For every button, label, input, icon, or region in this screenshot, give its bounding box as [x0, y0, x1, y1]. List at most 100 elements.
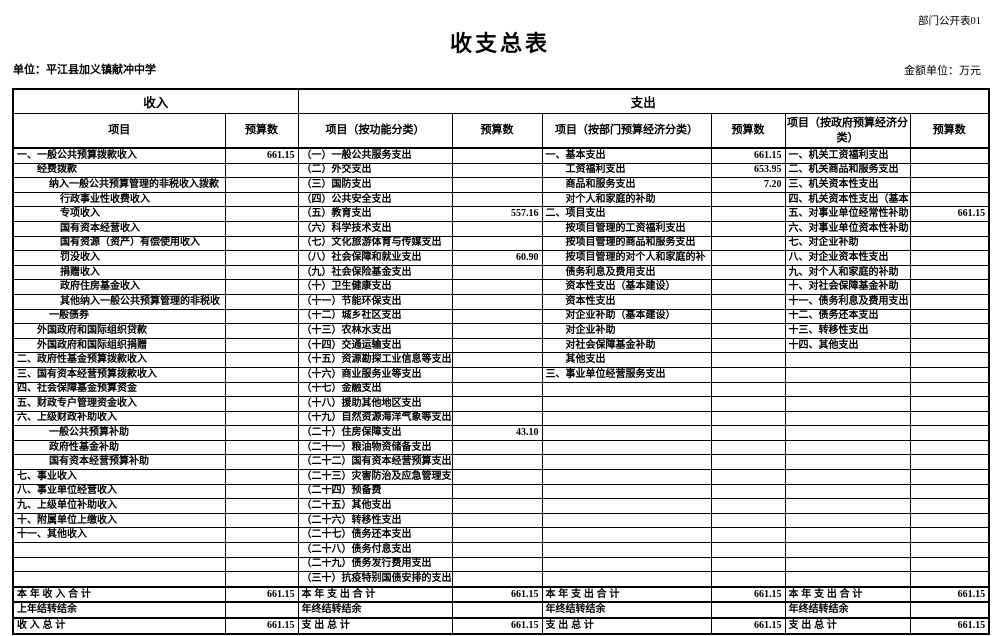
budget-value-cell: 661.15: [224, 147, 299, 164]
doc-sheet-label: 部门公开表01: [918, 16, 981, 27]
item-cell: 八、对企业资本性支出: [784, 250, 911, 266]
budget-value-cell: [710, 220, 786, 237]
item-cell: 二、项目支出: [541, 206, 712, 222]
col-header: 项目（按政府预算经济分类）: [784, 113, 911, 149]
item-cell: 支 出 总 计: [541, 617, 712, 635]
item-cell: （九）社会保险基金支出: [297, 264, 453, 281]
item-cell: [12, 556, 226, 573]
budget-value-cell: [451, 264, 543, 281]
item-cell: （八）社会保障和就业支出: [297, 250, 453, 266]
item-cell: 国有资源（资产）有偿使用收入: [12, 235, 226, 252]
item-cell: 捐赠收入: [12, 264, 226, 281]
item-cell: （三十）抗疫特别国债安排的支出: [297, 571, 453, 588]
budget-value-cell: [710, 264, 786, 281]
unit-label: 单位：平江县加义镇献冲中学: [13, 64, 156, 76]
budget-value-cell: [224, 250, 299, 266]
budget-value-cell: [909, 542, 990, 558]
budget-value-cell: [909, 601, 990, 619]
item-cell: （二十二）国有资本经营预算支出: [297, 454, 453, 471]
item-cell: [784, 366, 911, 383]
budget-value-cell: [224, 556, 299, 573]
item-cell: [541, 483, 712, 500]
table-head: 收入 支出 项目 预算数 项目（按功能分类） 预算数 项目（按部门预算经济分类） 预算数项…: [12, 88, 990, 149]
budget-value-cell: [909, 410, 990, 427]
col-header: 项目（按部门预算经济分类）: [541, 113, 712, 149]
budget-value-cell: [909, 498, 990, 514]
budget-value-cell: [710, 308, 786, 325]
item-cell: [12, 542, 226, 558]
budget-value-cell: [909, 425, 990, 441]
table-row: 国有资本经营收入 （六）科学技术支出 按项目管理的工资福利支出 六、对事业单位资本性补…: [12, 220, 990, 237]
budget-value-cell: [710, 396, 786, 412]
item-cell: 十四、其他支出: [784, 337, 911, 354]
item-cell: 一、一般公共预算拨款收入: [12, 147, 226, 164]
budget-value-cell: [710, 425, 786, 441]
item-cell: （二十三）灾害防治及应急管理支: [297, 469, 453, 485]
item-cell: 按项目管理的对个人和家庭的补: [541, 250, 712, 266]
table-row: 二、政府性基金预算拨款收入 （十五）资源勘探工业信息等支出 其他支出: [12, 352, 990, 368]
item-cell: （二）外交支出: [297, 162, 453, 179]
table-row: 一般债券 （十二）城乡社区支出 对企业补助（基本建设） 十二、债务还本支出: [12, 308, 990, 325]
budget-value-cell: [224, 601, 299, 619]
item-cell: （三）国防支出: [297, 177, 453, 193]
item-cell: [541, 454, 712, 471]
budget-value-cell: [451, 483, 543, 500]
budget-value-cell: [224, 352, 299, 368]
table-row: 政府住房基金收入 （十）卫生健康支出 资本性支出（基本建设） 十、对社会保障基金补助: [12, 279, 990, 295]
item-cell: （十八）援助其他地区支出: [297, 396, 453, 412]
budget-value-cell: [710, 206, 786, 222]
item-cell: [784, 571, 911, 588]
item-cell: （二十五）其他支出: [297, 498, 453, 514]
item-cell: 按项目管理的工资福利支出: [541, 220, 712, 237]
item-cell: [541, 498, 712, 514]
item-cell: [541, 542, 712, 558]
item-cell: 六、对事业单位资本性补助: [784, 220, 911, 237]
budget-value-cell: 661.15: [451, 617, 543, 635]
budget-value-cell: [710, 601, 786, 619]
item-cell: [784, 498, 911, 514]
budget-value-cell: [909, 512, 990, 529]
budget-value-cell: [909, 177, 990, 193]
budget-value-cell: [710, 410, 786, 427]
item-cell: 对企业补助: [541, 323, 712, 339]
table-row: 其他纳入一般公共预算管理的非税收 （十一）节能环保支出 资本性支出 十一、债务利息及费…: [12, 293, 990, 310]
budget-value-cell: [909, 191, 990, 208]
item-cell: 上年结转结余: [12, 601, 226, 619]
table-row: 一、一般公共预算拨款收入 661.15 （一）一般公共服务支出 一、基本支出 661.1…: [12, 147, 990, 164]
budget-value-cell: [451, 601, 543, 619]
budget-value-cell: 661.15: [909, 617, 990, 635]
item-cell: 专项收入: [12, 206, 226, 222]
table-row: 专项收入 （五）教育支出 557.16 二、项目支出 五、对事业单位经常性补助 661.1…: [12, 206, 990, 222]
item-cell: [784, 396, 911, 412]
item-cell: [784, 410, 911, 427]
item-cell: 外国政府和国际组织捐赠: [12, 337, 226, 354]
budget-value-cell: [909, 323, 990, 339]
budget-value-cell: [451, 454, 543, 471]
amount-unit-label: 金额单位：万元: [904, 65, 981, 77]
budget-value-cell: [224, 206, 299, 222]
group-header-row: 收入 支出: [12, 88, 990, 114]
budget-value-cell: [451, 279, 543, 295]
item-cell: 本 年 支 出 合 计: [297, 585, 453, 603]
item-cell: 本 年 支 出 合 计: [784, 585, 911, 603]
budget-value-cell: [451, 439, 543, 456]
budget-value-cell: [909, 352, 990, 368]
item-cell: [541, 425, 712, 441]
item-cell: 一、机关工资福利支出: [784, 147, 911, 164]
item-cell: （二十六）转移性支出: [297, 512, 453, 529]
table-row: 捐赠收入 （九）社会保险基金支出 债务利息及费用支出 九、对个人和家庭的补助: [12, 264, 990, 281]
item-cell: 六、上级财政补助收入: [12, 410, 226, 427]
budget-value-cell: [451, 556, 543, 573]
budget-value-cell: [224, 542, 299, 558]
item-cell: 债务利息及费用支出: [541, 264, 712, 281]
item-cell: 十一、其他收入: [12, 527, 226, 544]
col-header: 预算数: [909, 113, 990, 149]
budget-value-cell: [909, 250, 990, 266]
budget-value-cell: [224, 162, 299, 179]
item-cell: （七）文化旅游体育与传媒支出: [297, 235, 453, 252]
table-row: （三十）抗疫特别国债安排的支出: [12, 571, 990, 588]
table-row: 七、事业收入 （二十三）灾害防治及应急管理支: [12, 469, 990, 485]
budget-value-cell: [224, 483, 299, 500]
budget-value-cell: [224, 396, 299, 412]
table-row: 外国政府和国际组织贷款 （十三）农林水支出 对企业补助 十三、转移性支出: [12, 323, 990, 339]
